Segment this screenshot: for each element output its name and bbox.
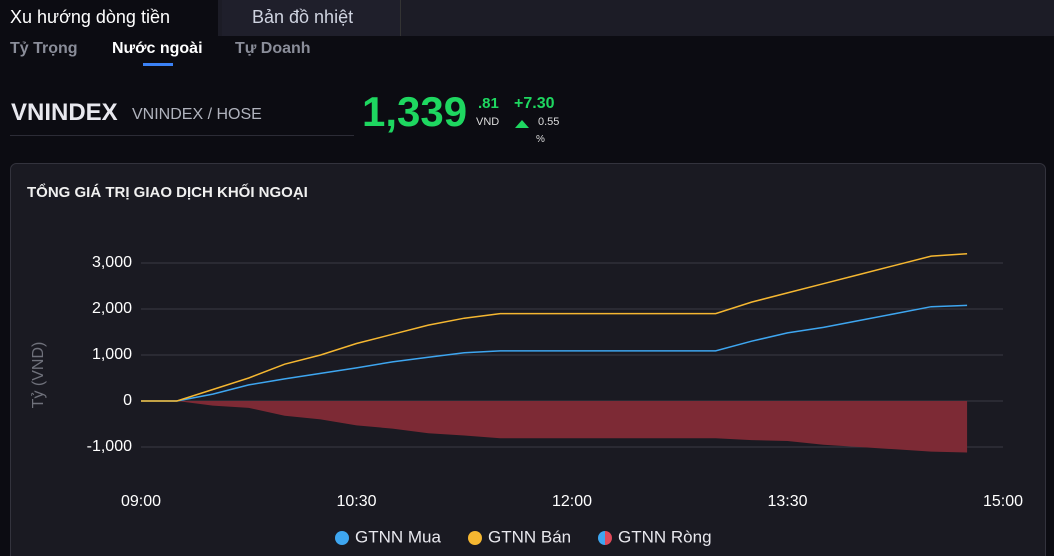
series-line (141, 304, 968, 402)
change: +7.30 (514, 95, 555, 112)
tab-bg[interactable] (222, 0, 401, 36)
pct-sign: % (536, 134, 545, 145)
subtab-underline (143, 63, 173, 66)
y-tick-label: -1,000 (87, 438, 132, 455)
y-axis-label: Tỷ (VND) (30, 342, 47, 409)
chart-card: TỔNG GIÁ TRỊ GIAO DỊCH KHỐI NGOẠI Tỷ (VN… (10, 163, 1046, 556)
legend-label: GTNN Mua (355, 527, 442, 546)
currency: VND (476, 116, 500, 128)
tab[interactable]: Xu hướng dòng tiền (10, 7, 170, 27)
price: 1,339 (362, 88, 468, 135)
ticker-exchange: VNINDEX / HOSE (132, 106, 262, 123)
legend-label: GTNN Ròng (618, 527, 712, 546)
tab-active[interactable] (0, 0, 218, 36)
up-arrow (515, 120, 529, 128)
series-line (141, 253, 968, 402)
y-tick-label: 1,000 (92, 346, 132, 363)
x-tick-label: 13:30 (767, 493, 807, 510)
x-tick-label: 12:00 (552, 493, 592, 510)
legend-swatch (605, 531, 612, 545)
legend-swatch (598, 531, 605, 545)
legend-swatch (468, 531, 482, 545)
subtab[interactable]: Tỷ Trọng (10, 40, 78, 57)
legend-label: GTNN Bán (488, 527, 571, 546)
legend-swatch (335, 531, 349, 545)
chart-title: TỔNG GIÁ TRỊ GIAO DỊCH KHỐI NGOẠI (27, 183, 308, 201)
tab[interactable]: Bản đồ nhiệt (252, 7, 354, 27)
ticker-symbol: VNINDEX (11, 99, 118, 126)
change-pct: 0.55 (538, 116, 560, 128)
card-bg (10, 163, 1046, 556)
x-tick-label: 10:30 (336, 493, 376, 510)
net-area (141, 401, 968, 453)
y-tick-label: 2,000 (92, 300, 132, 317)
x-tick-label: 15:00 (983, 493, 1023, 510)
divider (10, 135, 354, 136)
subtab[interactable]: Tự Doanh (235, 40, 311, 57)
subtab[interactable]: Nước ngoài (112, 40, 203, 57)
y-tick-label: 3,000 (92, 254, 132, 271)
y-tick-label: 0 (123, 392, 132, 409)
price-decimal: .81 (478, 95, 499, 112)
x-tick-label: 09:00 (121, 493, 161, 510)
